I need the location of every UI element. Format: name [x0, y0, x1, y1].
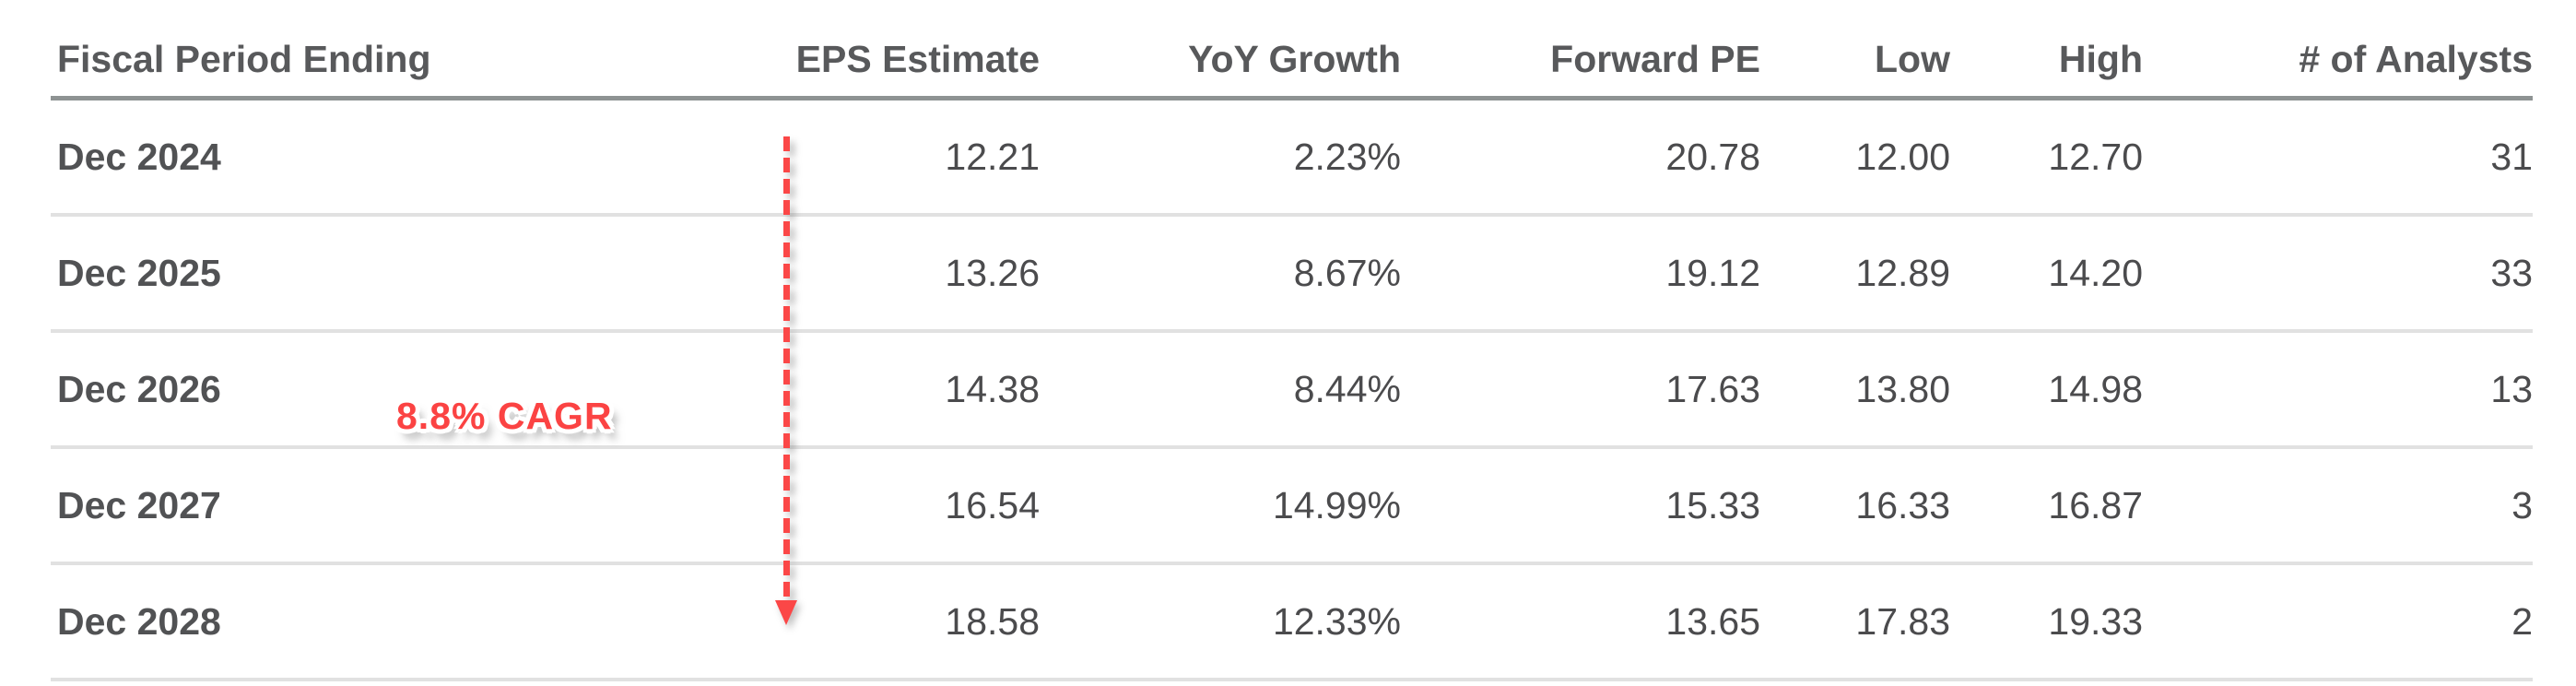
table-header-row: Fiscal Period Ending EPS Estimate YoY Grow… — [51, 0, 2533, 101]
header-cell-low: Low — [1875, 38, 1950, 80]
value-cell-low: 12.89 — [1855, 251, 1950, 294]
period-cell: Dec 2025 — [57, 251, 221, 294]
header-cell-period: Fiscal Period Ending — [57, 38, 431, 80]
value-cell-analysts: 33 — [2490, 251, 2533, 294]
value-cell-forward_pe: 17.63 — [1665, 367, 1760, 410]
value-cell-analysts: 13 — [2490, 367, 2533, 410]
value-cell-forward_pe: 13.65 — [1665, 599, 1760, 643]
value-cell-low: 17.83 — [1855, 599, 1950, 643]
value-cell-eps_estimate: 18.58 — [945, 599, 1040, 643]
value-cell-forward_pe: 15.33 — [1665, 483, 1760, 526]
header-cell-forward_pe: Forward PE — [1550, 38, 1760, 80]
header-cell-eps_estimate: EPS Estimate — [795, 38, 1040, 80]
value-cell-eps_estimate: 12.21 — [945, 135, 1040, 178]
value-cell-high: 19.33 — [2048, 599, 2143, 643]
value-cell-yoy_growth: 2.23% — [1293, 135, 1401, 178]
value-cell-low: 13.80 — [1855, 367, 1950, 410]
value-cell-yoy_growth: 8.67% — [1293, 251, 1401, 294]
value-cell-forward_pe: 20.78 — [1665, 135, 1760, 178]
table-body: Dec 2024 12.21 2.23% 20.78 12.00 12.70 31 Dec 2… — [51, 101, 2533, 681]
cagr-annotation-label: 8.8% CAGR — [396, 395, 613, 437]
table-row: Dec 2024 12.21 2.23% 20.78 12.00 12.70 31 — [51, 101, 2533, 217]
period-cell: Dec 2027 — [57, 483, 221, 526]
header-cell-analysts: # of Analysts — [2299, 38, 2533, 80]
value-cell-high: 14.98 — [2048, 367, 2143, 410]
header-cell-yoy_growth: YoY Growth — [1188, 38, 1401, 80]
table-row: Dec 2026 14.38 8.44% 17.63 13.80 14.98 13 — [51, 333, 2533, 449]
value-cell-analysts: 2 — [2511, 599, 2533, 643]
value-cell-low: 12.00 — [1855, 135, 1950, 178]
value-cell-yoy_growth: 14.99% — [1272, 483, 1401, 526]
arrow-down-icon — [775, 600, 797, 625]
value-cell-yoy_growth: 8.44% — [1293, 367, 1401, 410]
value-cell-high: 16.87 — [2048, 483, 2143, 526]
value-cell-eps_estimate: 14.38 — [945, 367, 1040, 410]
table-row: Dec 2027 16.54 14.99% 15.33 16.33 16.87 3 — [51, 449, 2533, 565]
value-cell-high: 14.20 — [2048, 251, 2143, 294]
value-cell-eps_estimate: 16.54 — [945, 483, 1040, 526]
table-row: Dec 2028 18.58 12.33% 13.65 17.83 19.33 2 — [51, 565, 2533, 681]
header-cell-high: High — [2058, 38, 2143, 80]
value-cell-yoy_growth: 12.33% — [1272, 599, 1401, 643]
period-cell: Dec 2024 — [57, 135, 221, 178]
value-cell-forward_pe: 19.12 — [1665, 251, 1760, 294]
value-cell-high: 12.70 — [2048, 135, 2143, 178]
value-cell-analysts: 3 — [2511, 483, 2533, 526]
period-cell: Dec 2028 — [57, 599, 221, 643]
table-row: Dec 2025 13.26 8.67% 19.12 12.89 14.20 33 — [51, 217, 2533, 333]
period-cell: Dec 2026 — [57, 367, 221, 410]
value-cell-low: 16.33 — [1855, 483, 1950, 526]
value-cell-analysts: 31 — [2490, 135, 2533, 178]
value-cell-eps_estimate: 13.26 — [945, 251, 1040, 294]
cagr-arrow-dashed-line — [783, 136, 790, 600]
eps-estimates-table: Fiscal Period Ending EPS Estimate YoY Grow… — [51, 0, 2533, 681]
